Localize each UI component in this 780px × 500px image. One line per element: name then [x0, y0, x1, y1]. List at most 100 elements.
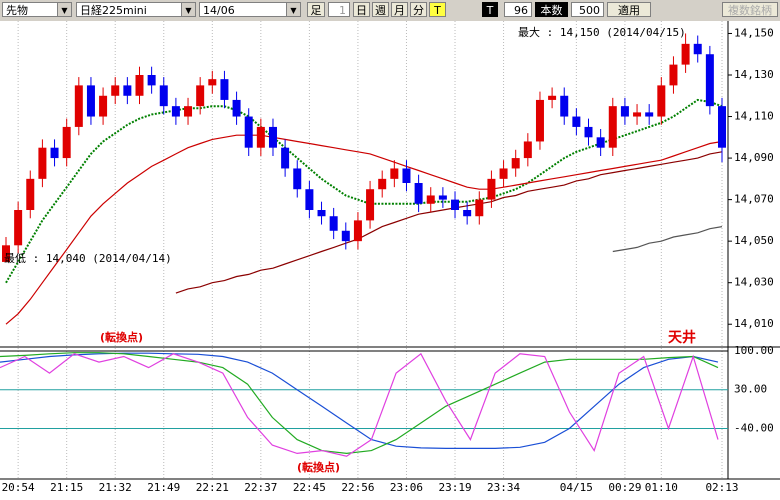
multi-button[interactable]: 複数銘柄	[722, 2, 778, 17]
bar-button[interactable]: 足	[307, 2, 325, 17]
candle	[426, 187, 435, 213]
candle-body	[256, 126, 265, 148]
candle	[184, 97, 193, 125]
candle-body	[390, 168, 399, 179]
candle	[438, 187, 447, 208]
candle	[171, 97, 180, 125]
y-tick-label: 14,070	[734, 193, 774, 206]
candle	[268, 118, 277, 156]
candle-body	[718, 106, 726, 148]
candle	[14, 201, 23, 254]
candle	[317, 201, 326, 225]
candle-body	[487, 178, 496, 200]
annotation-top: 天井	[668, 329, 696, 346]
candle-body	[2, 245, 10, 262]
candle	[535, 91, 544, 150]
candle-body	[438, 195, 447, 200]
annotation-min: 最低 : 14,040 (2014/04/14)	[4, 252, 172, 265]
candle-body	[184, 106, 193, 117]
candle	[633, 104, 642, 125]
candle	[2, 237, 10, 262]
candle-body	[74, 85, 83, 127]
candle-body	[511, 158, 520, 169]
candle	[378, 170, 387, 198]
candle-body	[268, 126, 277, 148]
candle-body	[572, 116, 581, 127]
candle-body	[596, 137, 605, 148]
candle-body	[499, 168, 508, 179]
chart-bg	[0, 21, 780, 500]
candle	[414, 174, 423, 213]
candle	[244, 108, 253, 156]
market-select[interactable]: 先物 ▼	[2, 2, 72, 17]
y-tick-label: 14,030	[734, 276, 774, 289]
x-tick-label: 20:54	[2, 481, 35, 494]
candle-body	[353, 220, 362, 242]
y-tick-label: 14,130	[734, 68, 774, 81]
candle	[475, 191, 484, 225]
minute-button[interactable]: 分	[410, 2, 427, 17]
x-tick-label: 00:29	[608, 481, 641, 494]
candle	[232, 91, 241, 125]
candle-body	[50, 147, 59, 159]
candle	[135, 66, 144, 105]
candle-body	[705, 54, 714, 107]
candle	[596, 129, 605, 156]
candle-body	[523, 141, 532, 159]
candle-body	[38, 147, 47, 179]
candle-body	[111, 85, 120, 96]
y-tick-label: -40.00	[734, 421, 774, 434]
candle	[147, 66, 156, 94]
candle	[645, 104, 654, 125]
candle	[487, 170, 496, 208]
candle	[38, 139, 47, 188]
y-tick-label: 14,150	[734, 26, 774, 39]
candle-body	[366, 189, 375, 221]
candle-body	[26, 178, 35, 210]
candle	[693, 35, 702, 63]
candle-body	[14, 210, 23, 246]
candle	[281, 139, 290, 177]
day-button[interactable]: 日	[353, 2, 370, 17]
candle	[99, 87, 108, 125]
oscillator-line	[0, 352, 719, 455]
candle	[584, 118, 593, 146]
candle	[26, 170, 35, 219]
candle-body	[329, 216, 338, 231]
candle	[50, 139, 59, 167]
candle	[451, 191, 460, 219]
week-button[interactable]: 週	[372, 2, 389, 17]
candle-body	[560, 95, 569, 117]
contract-select[interactable]: 14/06 ▼	[199, 2, 301, 17]
tick-button[interactable]: T	[429, 2, 446, 17]
annotation-max: 最大 : 14,150 (2014/04/15)	[518, 25, 686, 39]
count-label: 本数	[535, 2, 568, 17]
ma-line	[175, 151, 723, 294]
candle	[86, 77, 95, 125]
candle	[657, 77, 666, 125]
candle	[499, 160, 508, 188]
x-tick-label: 23:06	[390, 481, 423, 494]
count-value[interactable]: 500	[571, 2, 604, 17]
month-button[interactable]: 月	[391, 2, 408, 17]
candle-body	[159, 85, 168, 107]
bar-count[interactable]: 1	[328, 2, 350, 17]
candle	[402, 160, 411, 192]
candle	[463, 201, 472, 225]
candle-body	[584, 126, 593, 138]
candle-body	[451, 199, 460, 210]
candle	[608, 97, 617, 156]
candle-body	[463, 210, 472, 217]
candle	[123, 77, 132, 105]
tick-count[interactable]: 96	[504, 2, 532, 17]
candle-body	[99, 95, 108, 117]
product-select[interactable]: 日経225mini ▼	[76, 2, 196, 17]
candle-body	[86, 85, 95, 117]
ma-line	[612, 226, 723, 253]
candle-body	[147, 75, 156, 86]
apply-button[interactable]: 適用	[607, 2, 651, 17]
candle-body	[62, 126, 71, 159]
candle-body	[317, 210, 326, 217]
x-tick-label: 01:10	[645, 481, 678, 494]
candle	[293, 160, 302, 198]
